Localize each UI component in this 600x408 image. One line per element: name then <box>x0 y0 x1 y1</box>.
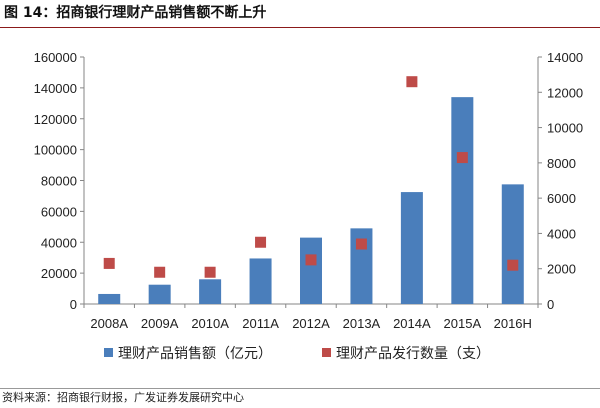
chart: 0200004000060000800001000001200001400001… <box>34 50 584 361</box>
x-axis-tick-label: 2012A <box>292 316 330 331</box>
scatter-point <box>355 238 367 250</box>
right-axis-tick-label: 12000 <box>547 85 583 100</box>
scatter-point <box>204 266 216 278</box>
scatter-point <box>406 76 418 88</box>
right-axis-tick-label: 8000 <box>547 156 576 171</box>
scatter-point <box>154 266 166 278</box>
bar <box>148 284 171 304</box>
bar <box>249 258 272 304</box>
bar <box>199 279 222 304</box>
left-axis-tick-label: 40000 <box>41 235 77 250</box>
x-axis-tick-label: 2013A <box>343 316 381 331</box>
left-axis-tick-label: 160000 <box>34 50 77 65</box>
scatter-point <box>507 259 519 271</box>
figure-source: 资料来源：招商银行财报，广发证券发展研究中心 <box>0 388 600 408</box>
right-axis-tick-label: 10000 <box>547 121 583 136</box>
scatter-point <box>305 254 317 266</box>
legend-swatch-bar <box>104 348 113 357</box>
bar <box>501 184 524 304</box>
right-axis-tick-label: 2000 <box>547 262 576 277</box>
scatter-point <box>255 236 267 248</box>
left-axis-tick-label: 140000 <box>34 81 77 96</box>
left-axis-tick-label: 0 <box>70 297 77 312</box>
x-axis-tick-label: 2016H <box>494 316 532 331</box>
x-axis-tick-label: 2010A <box>191 316 229 331</box>
right-axis-tick-label: 0 <box>547 297 554 312</box>
bar <box>451 97 474 304</box>
left-axis-tick-label: 80000 <box>41 174 77 189</box>
legend-swatch-scatter <box>322 348 331 357</box>
left-axis-tick-label: 20000 <box>41 266 77 281</box>
right-axis-tick-label: 14000 <box>547 50 583 65</box>
right-axis-tick-label: 4000 <box>547 226 576 241</box>
legend-label-scatter: 理财产品发行数量（支） <box>336 345 490 361</box>
x-axis-tick-label: 2008A <box>90 316 128 331</box>
scatter-point <box>103 257 115 269</box>
x-axis-tick-label: 2014A <box>393 316 431 331</box>
legend-label-bar: 理财产品销售额（亿元） <box>118 345 272 361</box>
x-axis-tick-label: 2009A <box>141 316 179 331</box>
bar <box>300 237 322 304</box>
bar <box>400 192 423 304</box>
x-axis-tick-label: 2011A <box>242 316 279 331</box>
scatter-point <box>456 152 468 164</box>
left-axis-tick-label: 60000 <box>41 204 77 219</box>
figure-title: 图 14：招商银行理财产品销售额不断上升 <box>0 0 600 28</box>
x-axis-tick-label: 2015A <box>444 316 482 331</box>
left-axis-tick-label: 120000 <box>34 112 77 127</box>
bar <box>98 293 121 304</box>
right-axis-tick-label: 6000 <box>547 191 576 206</box>
left-axis-tick-label: 100000 <box>34 143 77 158</box>
